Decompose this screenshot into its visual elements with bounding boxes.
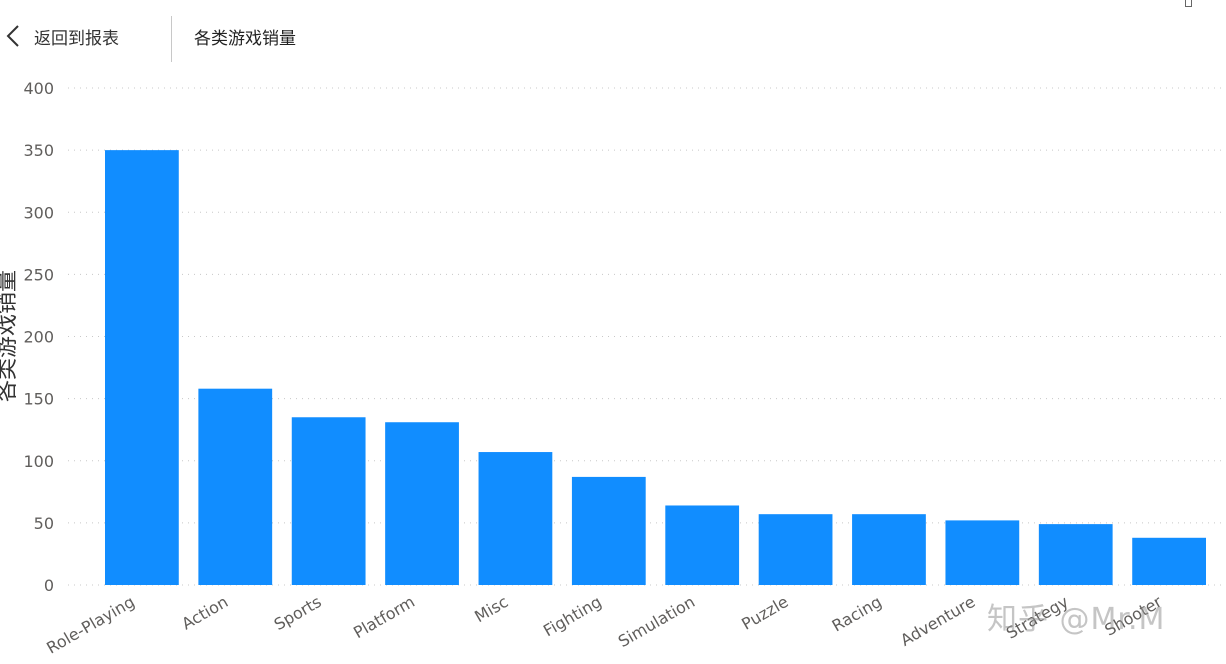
x-tick-label: Role-Playing: [43, 592, 138, 658]
header-divider: [171, 16, 172, 62]
bar[interactable]: [105, 150, 179, 585]
bar[interactable]: [758, 514, 833, 585]
bar[interactable]: [1038, 524, 1113, 585]
y-tick-label: 250: [23, 265, 54, 284]
x-tick-label: Puzzle: [738, 592, 791, 634]
bar[interactable]: [198, 388, 273, 585]
x-tick-label: Platform: [350, 592, 418, 642]
bar[interactable]: [385, 422, 459, 585]
bar[interactable]: [291, 417, 366, 585]
y-tick-label: 0: [44, 576, 54, 595]
x-tick-label: Misc: [471, 592, 511, 626]
watermark: 知乎 @Mr.M: [987, 602, 1166, 637]
y-tick-label: 350: [23, 141, 54, 160]
chevron-left-icon: [6, 24, 20, 48]
bar[interactable]: [852, 514, 926, 585]
header-bar: 返回到报表 各类游戏销量: [0, 0, 1226, 72]
y-tick-label: 200: [23, 328, 54, 347]
bar[interactable]: [571, 476, 646, 585]
x-tick-label: Sports: [271, 592, 325, 634]
y-tick-label: 400: [23, 79, 54, 98]
y-tick-label: 50: [34, 514, 54, 533]
bar[interactable]: [945, 520, 1020, 585]
bar[interactable]: [478, 452, 553, 585]
page-title: 各类游戏销量: [194, 29, 296, 49]
x-tick-label: Fighting: [540, 592, 605, 640]
bar[interactable]: [665, 505, 740, 585]
x-tick-label: Action: [178, 592, 231, 634]
y-tick-label: 100: [23, 452, 54, 471]
corner-mark: [1185, 0, 1192, 7]
back-label: 返回到报表: [34, 28, 119, 49]
y-tick-label: 150: [23, 390, 54, 409]
bar[interactable]: [1132, 537, 1206, 585]
y-axis-title: 各类游戏销量: [0, 270, 20, 402]
y-tick-label: 300: [23, 203, 54, 222]
back-to-report-button[interactable]: 返回到报表: [6, 18, 119, 54]
x-tick-label: Simulation: [615, 592, 698, 651]
x-tick-label: Racing: [829, 592, 885, 636]
x-tick-label: Adventure: [897, 592, 978, 650]
